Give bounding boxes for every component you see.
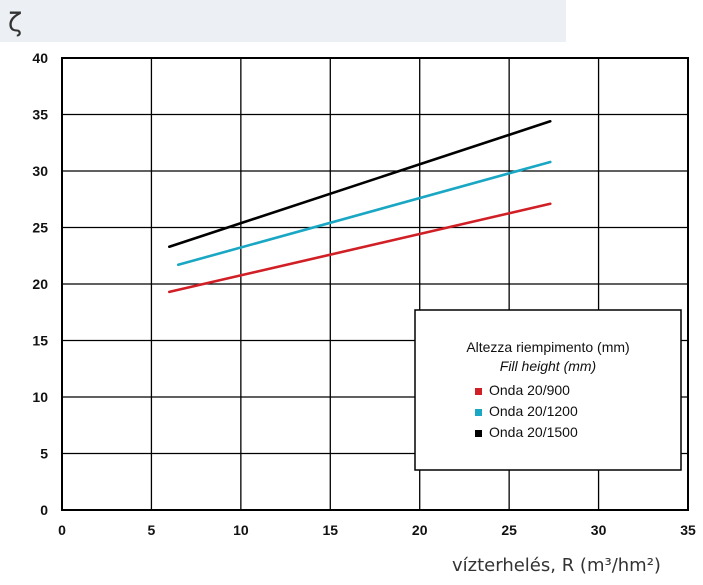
series-lines bbox=[168, 119, 552, 294]
x-tick-label: 15 bbox=[322, 522, 338, 538]
y-tick-label: 5 bbox=[40, 446, 48, 462]
x-tick-label: 0 bbox=[58, 522, 66, 538]
legend-marker bbox=[475, 430, 482, 437]
y-tick-label: 20 bbox=[32, 276, 48, 292]
header-band bbox=[0, 0, 566, 42]
y-tick-label: 10 bbox=[32, 389, 48, 405]
legend-label: Onda 20/1200 bbox=[489, 403, 578, 419]
series-line-1 bbox=[168, 202, 552, 294]
tick-labels: 0 5 10 15 20 25 30 35 0 5 10 15 20 25 30 35 40 bbox=[32, 50, 696, 538]
legend-marker bbox=[475, 388, 482, 395]
x-tick-label: 10 bbox=[233, 522, 249, 538]
x-axis-title: vízterhelés, R (m³/hm²) bbox=[452, 555, 661, 576]
y-tick-label: 35 bbox=[32, 107, 48, 123]
legend-marker bbox=[475, 409, 482, 416]
legend-label: Onda 20/900 bbox=[489, 382, 570, 398]
legend-label: Onda 20/1500 bbox=[489, 424, 578, 440]
x-tick-label: 5 bbox=[148, 522, 156, 538]
y-tick-label: 0 bbox=[40, 502, 48, 518]
y-tick-label: 25 bbox=[32, 220, 48, 236]
legend-items: Onda 20/900 Onda 20/1200 Onda 20/1500 bbox=[475, 382, 578, 440]
legend-box bbox=[414, 309, 682, 471]
series-line-2 bbox=[176, 160, 552, 267]
x-tick-label: 25 bbox=[501, 522, 517, 538]
legend-subtitle: Fill height (mm) bbox=[500, 358, 596, 374]
plot-frame bbox=[61, 57, 689, 511]
y-tick-label: 15 bbox=[32, 333, 48, 349]
series-line-3 bbox=[168, 119, 552, 249]
y-tick-label: 40 bbox=[32, 50, 48, 66]
x-tick-label: 30 bbox=[591, 522, 607, 538]
y-axis-symbol: ζ bbox=[8, 8, 23, 38]
x-tick-label: 20 bbox=[412, 522, 428, 538]
legend-title: Altezza riempimento (mm) bbox=[466, 339, 629, 355]
x-tick-label: 35 bbox=[680, 522, 696, 538]
legend: Altezza riempimento (mm) Fill height (mm… bbox=[414, 309, 682, 471]
y-tick-label: 30 bbox=[32, 163, 48, 179]
